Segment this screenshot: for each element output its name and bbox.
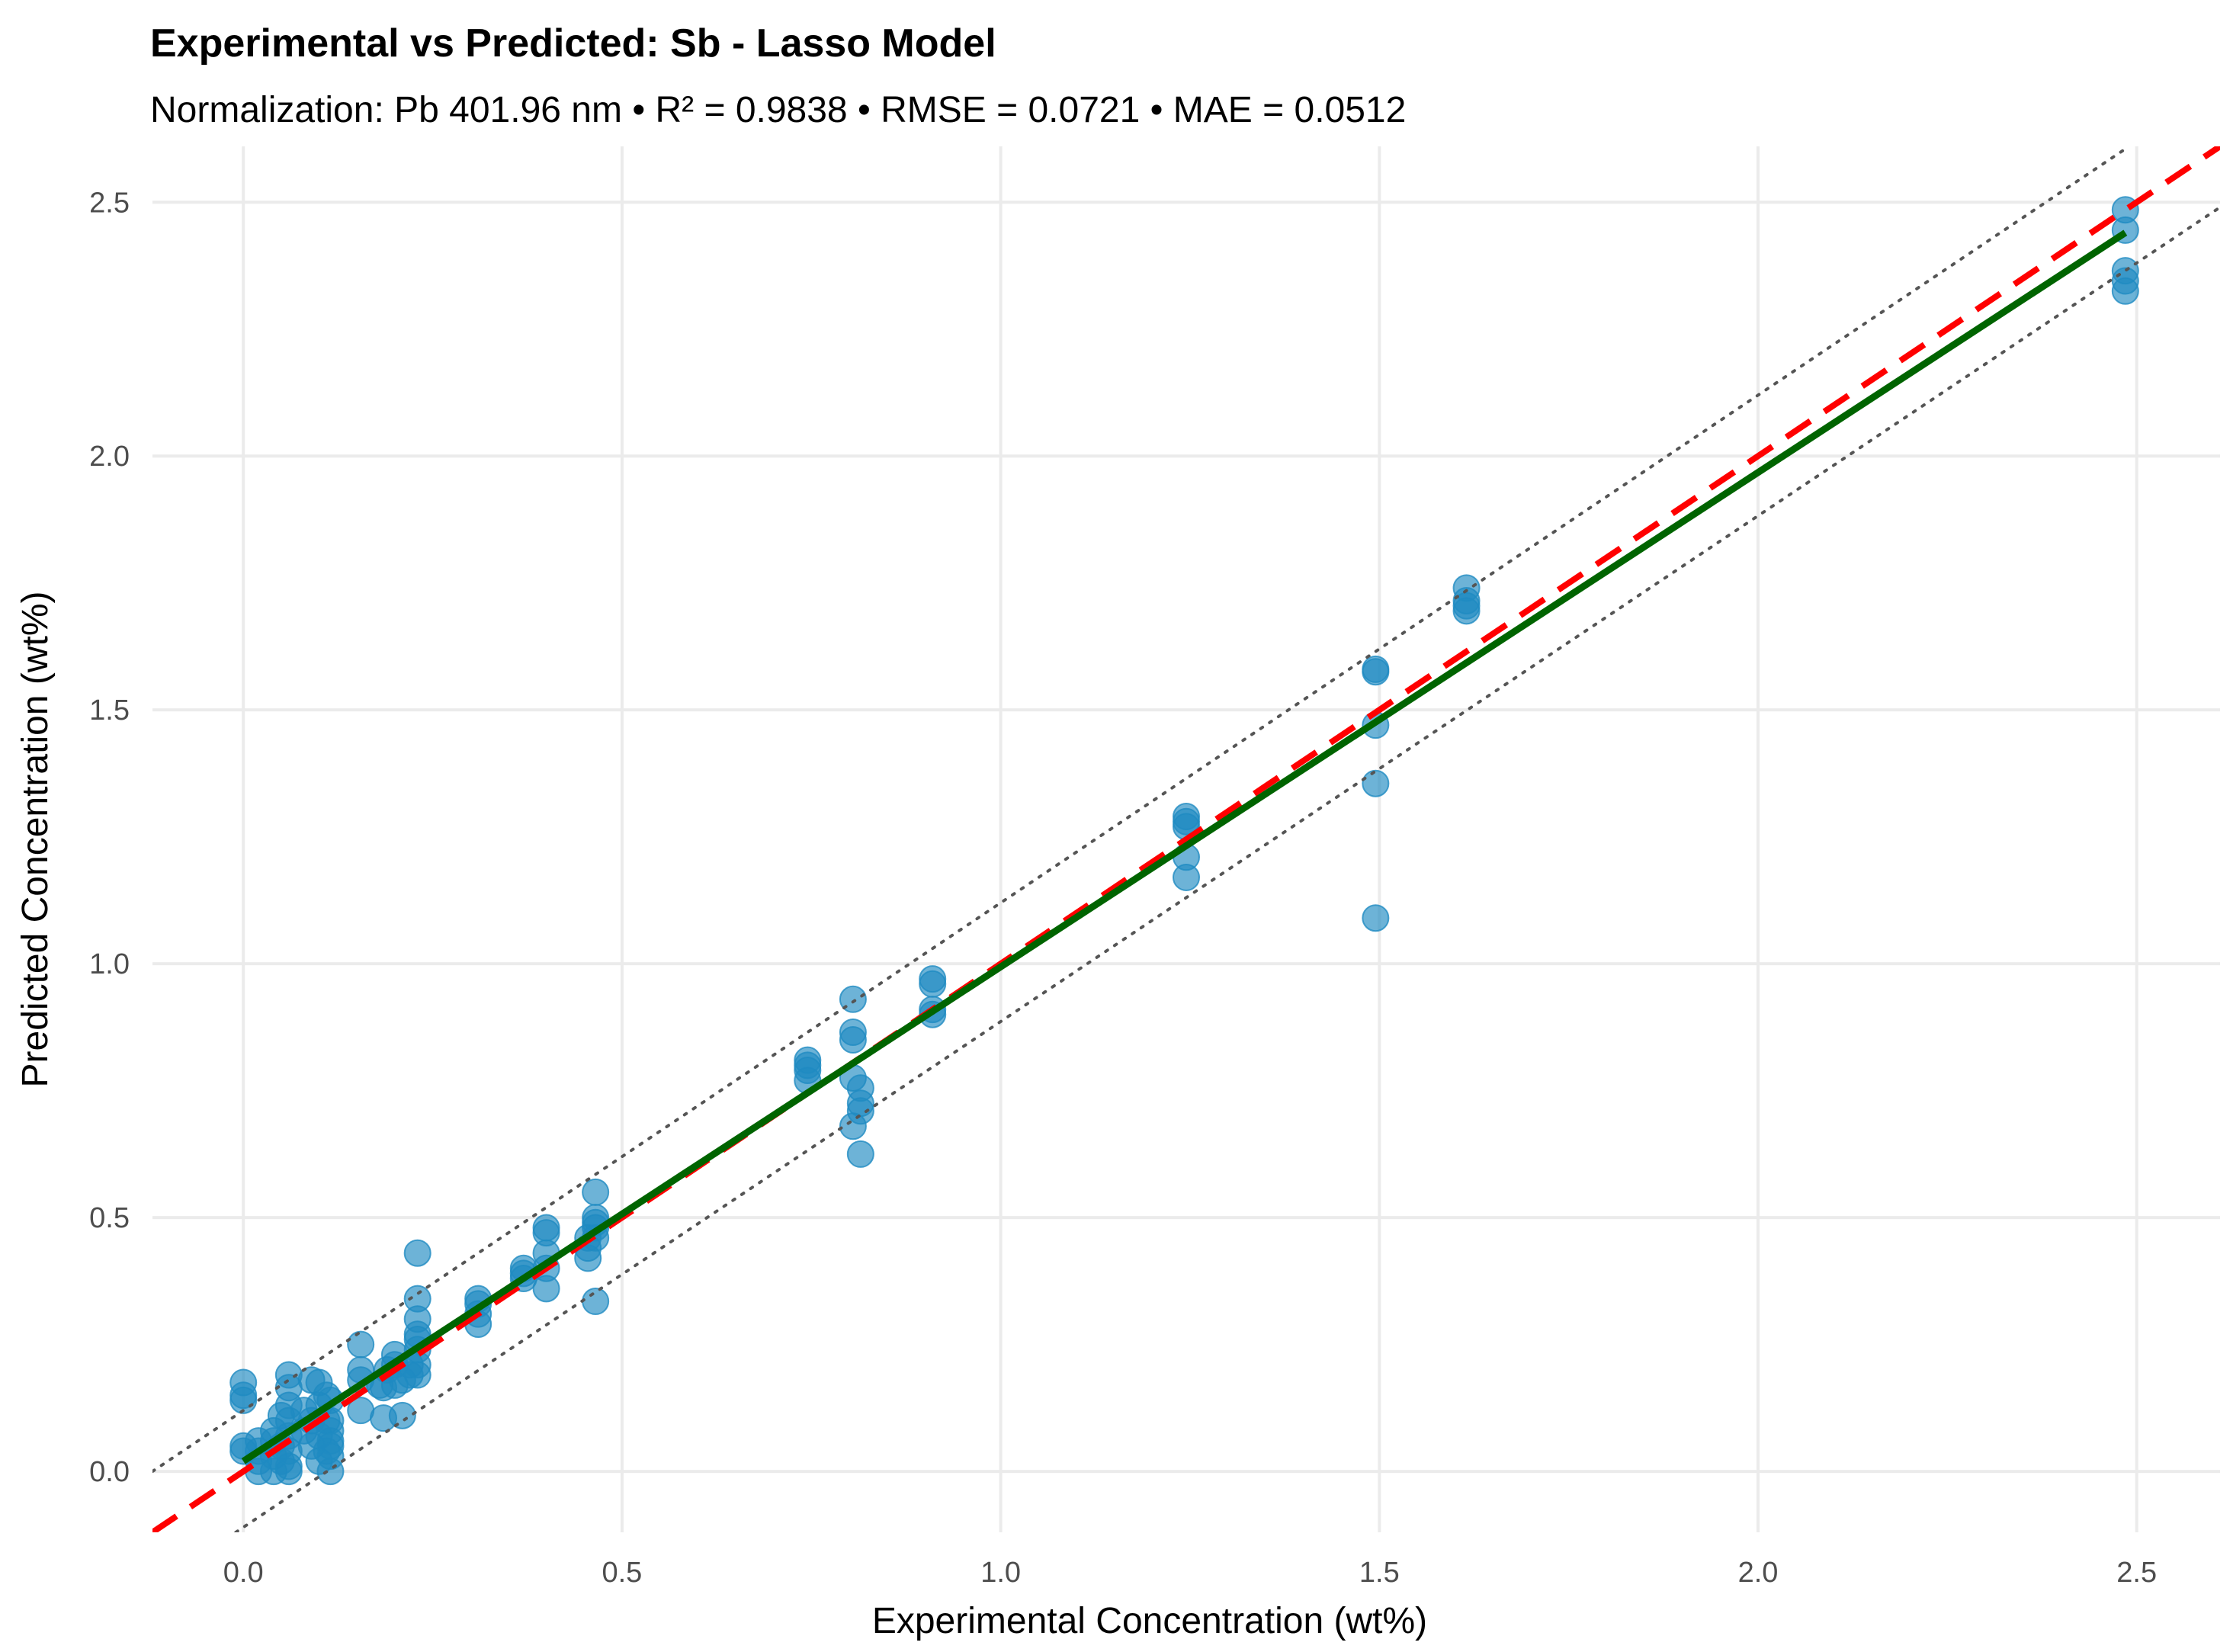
data-point bbox=[846, 1140, 874, 1168]
y-tick-label: 0.0 bbox=[89, 1456, 130, 1488]
data-point bbox=[846, 1074, 874, 1102]
x-tick-label: 0.5 bbox=[602, 1557, 642, 1589]
y-tick-label: 1.5 bbox=[89, 694, 130, 727]
y-axis-ticks: 0.0 0.5 1.0 1.5 2.0 2.5 bbox=[89, 187, 130, 1488]
data-point bbox=[532, 1214, 560, 1242]
tolerance-band-line bbox=[234, 205, 2220, 1532]
data-point bbox=[1173, 803, 1200, 831]
data-point bbox=[229, 1368, 258, 1397]
data-point bbox=[1362, 904, 1390, 932]
data-point bbox=[347, 1330, 375, 1358]
x-tick-label: 1.5 bbox=[1359, 1557, 1400, 1589]
x-axis-title: Experimental Concentration (wt%) bbox=[872, 1601, 1427, 1641]
fit-line bbox=[241, 229, 2128, 1464]
data-point bbox=[839, 1018, 867, 1047]
data-point bbox=[582, 1288, 610, 1315]
x-axis-ticks: 0.0 0.5 1.0 1.5 2.0 2.5 bbox=[223, 1557, 2157, 1589]
data-point bbox=[274, 1361, 303, 1389]
data-point bbox=[403, 1239, 432, 1267]
tolerance-band-line bbox=[152, 146, 2131, 1474]
y-axis-title: Predicted Concentration (wt%) bbox=[15, 592, 56, 1088]
chart-title: Experimental vs Predicted: Sb - Lasso Mo… bbox=[150, 21, 996, 66]
y-tick-label: 1.0 bbox=[89, 948, 130, 980]
x-tick-label: 2.5 bbox=[2116, 1557, 2157, 1589]
data-point bbox=[1362, 769, 1390, 797]
data-point bbox=[388, 1401, 416, 1429]
x-tick-label: 0.0 bbox=[223, 1557, 264, 1589]
x-tick-label: 2.0 bbox=[1738, 1557, 1779, 1589]
reference-lines bbox=[152, 146, 2220, 1532]
y-tick-label: 2.0 bbox=[89, 441, 130, 473]
y-tick-label: 0.5 bbox=[89, 1202, 130, 1234]
x-tick-label: 1.0 bbox=[980, 1557, 1021, 1589]
grid bbox=[152, 146, 2220, 1532]
data-point bbox=[794, 1046, 822, 1074]
identity-line bbox=[152, 146, 2220, 1532]
y-tick-label: 2.5 bbox=[89, 187, 130, 219]
data-point bbox=[919, 965, 947, 993]
data-point bbox=[1362, 655, 1390, 683]
data-point bbox=[1452, 574, 1481, 602]
data-point bbox=[582, 1178, 610, 1206]
chart-subtitle: Normalization: Pb 401.96 nm • R² = 0.983… bbox=[150, 90, 1406, 130]
data-point bbox=[403, 1285, 432, 1313]
